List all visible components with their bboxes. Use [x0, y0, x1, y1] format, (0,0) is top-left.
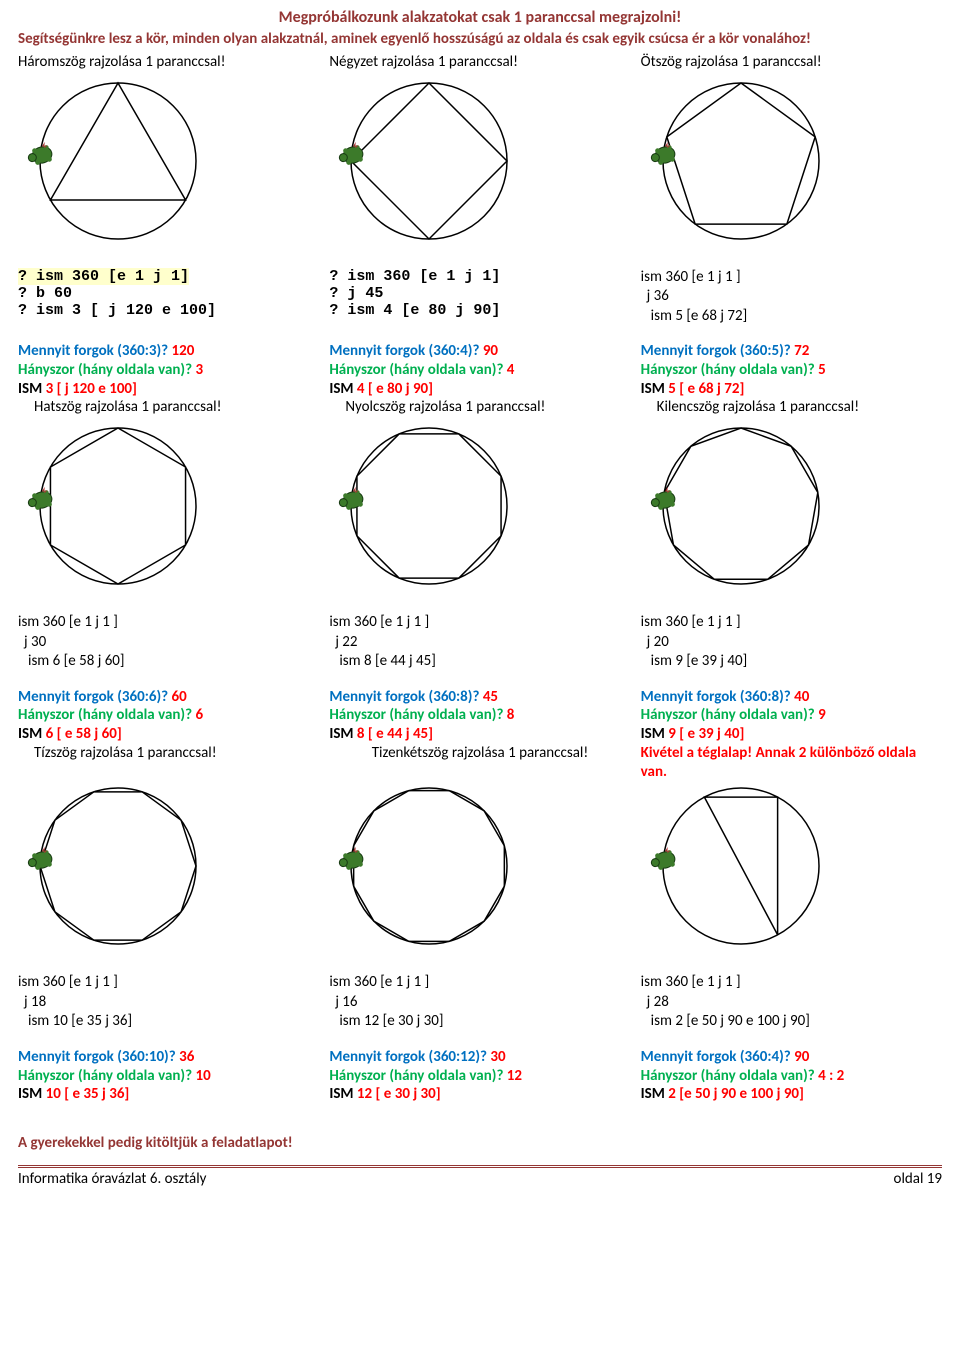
decagon-code: ism 360 [e 1 j 1 ] j 18 ism 10 [e 35 j 3…	[18, 973, 319, 1032]
nonagon-figure	[641, 421, 942, 591]
bottom-note: A gyerekekkel pedig kitöltjük a feladatl…	[18, 1134, 942, 1153]
hexagon-code: ism 360 [e 1 j 1 ] j 30 ism 6 [e 58 j 60…	[18, 613, 319, 672]
octagon-code: ism 360 [e 1 j 1 ] j 22 ism 8 [e 44 j 45…	[329, 613, 630, 672]
nonagon-title: Kilencszög rajzolása 1 paranccsal!	[657, 398, 942, 417]
page-subtitle: Segítségünkre lesz a kör, minden olyan a…	[18, 30, 942, 49]
hexagon-qa: Mennyit forgok (360:6)? 60 Hányszor (hán…	[18, 688, 319, 744]
square-figure	[329, 76, 630, 246]
square-title: Négyzet rajzolása 1 paranccsal!	[329, 53, 630, 72]
square-qa: Mennyit forgok (360:4)? 90 Hányszor (hán…	[329, 342, 630, 398]
pentagon-code: ism 360 [e 1 j 1 ] j 36 ism 5 [e 68 j 72…	[641, 268, 942, 327]
dodecagon-figure	[329, 781, 630, 951]
pentagon-qa: Mennyit forgok (360:5)? 72 Hányszor (hán…	[641, 342, 942, 398]
rectangle-note: Kivétel a téglalap! Annak 2 különböző ol…	[641, 744, 942, 782]
dodecagon-qa: Mennyit forgok (360:12)? 30 Hányszor (há…	[329, 1048, 630, 1104]
hexagon-title: Hatszög rajzolása 1 paranccsal!	[34, 398, 319, 417]
pentagon-title: Ötszög rajzolása 1 paranccsal!	[641, 53, 942, 72]
decagon-qa: Mennyit forgok (360:10)? 36 Hányszor (há…	[18, 1048, 319, 1104]
footer-right: oldal 19	[894, 1170, 942, 1189]
triangle-figure	[18, 76, 319, 246]
hexagon-figure	[18, 421, 319, 591]
dodecagon-title: Tizenkétszög rajzolása 1 paranccsal!	[329, 744, 630, 763]
page-footer: Informatika óravázlat 6. osztály oldal 1…	[18, 1165, 942, 1189]
triangle-qa: Mennyit forgok (360:3)? 120 Hányszor (há…	[18, 342, 319, 398]
decagon-title: Tízszög rajzolása 1 paranccsal!	[34, 744, 319, 763]
octagon-figure	[329, 421, 630, 591]
square-console: ? ism 360 [e 1 j 1] ? j 45 ? ism 4 [e 80…	[329, 268, 500, 320]
triangle-console: ? ism 360 [e 1 j 1] ? b 60 ? ism 3 [ j 1…	[18, 268, 216, 320]
footer-left: Informatika óravázlat 6. osztály	[18, 1170, 206, 1189]
nonagon-qa: Mennyit forgok (360:8)? 40 Hányszor (hán…	[641, 688, 942, 744]
pentagon-figure	[641, 76, 942, 246]
octagon-title: Nyolcszög rajzolása 1 paranccsal!	[345, 398, 630, 417]
dodecagon-code: ism 360 [e 1 j 1 ] j 16 ism 12 [e 30 j 3…	[329, 973, 630, 1032]
rectangle-code: ism 360 [e 1 j 1 ] j 28 ism 2 [e 50 j 90…	[641, 973, 942, 1032]
decagon-figure	[18, 781, 319, 951]
rectangle-figure	[641, 781, 942, 951]
page-title: Megpróbálkozunk alakzatokat csak 1 paran…	[18, 8, 942, 28]
triangle-title: Háromszög rajzolása 1 paranccsal!	[18, 53, 319, 72]
rectangle-qa: Mennyit forgok (360:4)? 90 Hányszor (hán…	[641, 1048, 942, 1104]
nonagon-code: ism 360 [e 1 j 1 ] j 20 ism 9 [e 39 j 40…	[641, 613, 942, 672]
octagon-qa: Mennyit forgok (360:8)? 45 Hányszor (hán…	[329, 688, 630, 744]
